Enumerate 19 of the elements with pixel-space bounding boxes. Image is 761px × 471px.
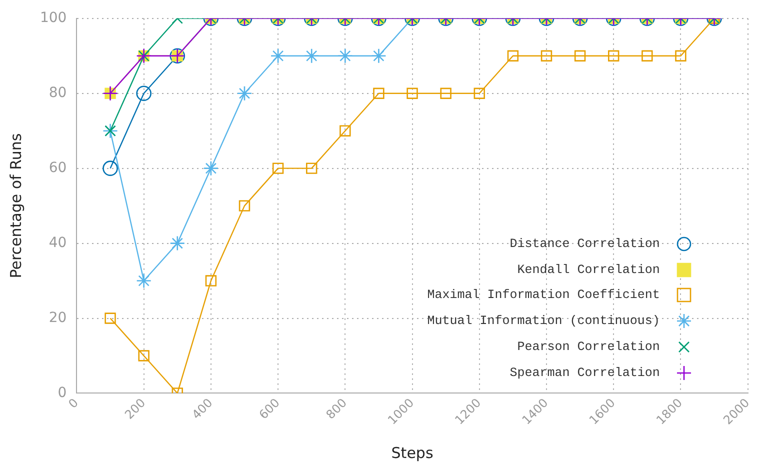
legend-label: Pearson Correlation <box>517 340 660 354</box>
y-tick-label: 100 <box>40 10 67 26</box>
legend-label: Mutual Information (continuous) <box>427 314 660 328</box>
y-tick-label: 80 <box>48 85 67 102</box>
y-axis-title: Percentage of Runs <box>6 133 25 278</box>
x-tick-label: 400 <box>189 396 216 422</box>
legend-label: Distance Correlation <box>510 237 660 252</box>
y-tick-label: 40 <box>48 234 67 251</box>
x-axis-title: Steps <box>391 444 434 462</box>
legend-label: Maximal Information Coefficient <box>427 288 660 302</box>
x-tick-label: 800 <box>323 396 350 422</box>
x-tick-label: 0 <box>66 396 82 412</box>
x-tick-label: 200 <box>122 396 148 422</box>
y-tick-label: 0 <box>58 384 67 401</box>
legend-label: Kendall Correlation <box>517 262 660 277</box>
x-tick-label: 600 <box>256 396 282 422</box>
y-tick-label: 60 <box>48 160 67 176</box>
legend-label: Spearman Correlation <box>510 366 660 380</box>
y-tick-label: 20 <box>48 310 67 326</box>
